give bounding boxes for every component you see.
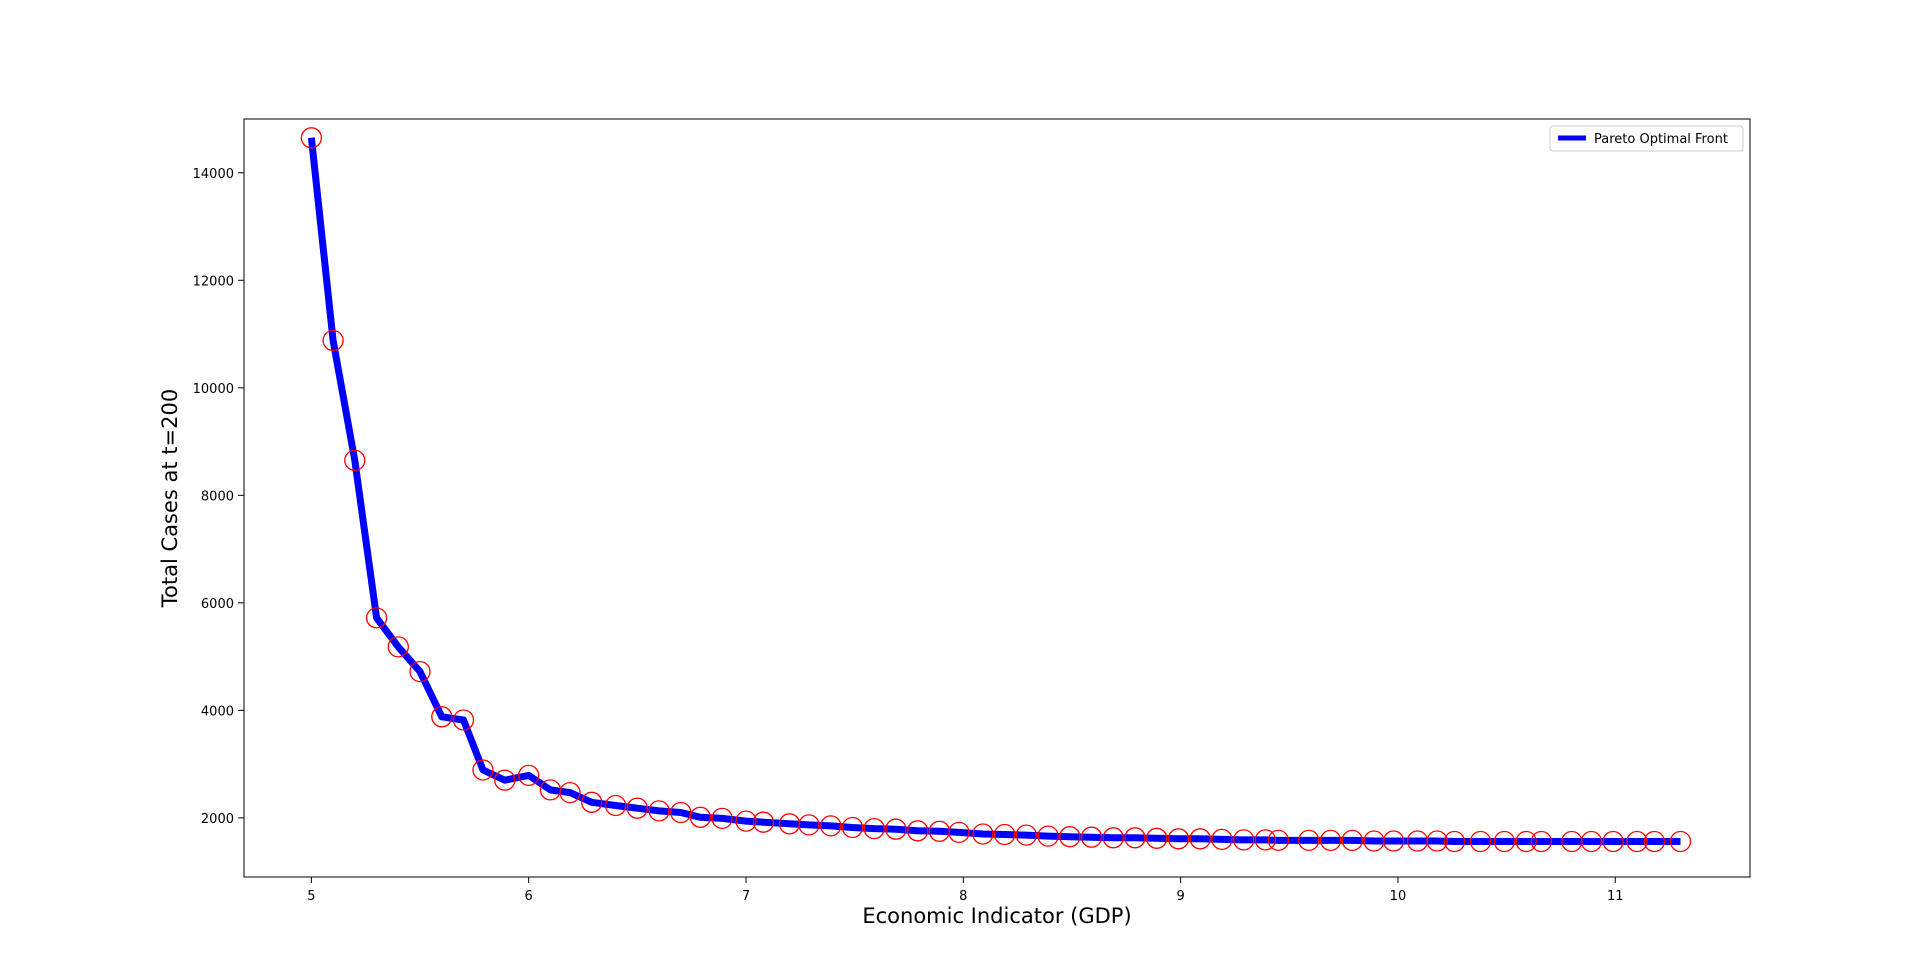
pareto-point-marker — [1233, 829, 1255, 851]
pareto-point-marker — [1102, 827, 1124, 849]
pareto-point-marker — [648, 800, 670, 822]
pareto-point-marker — [1254, 829, 1277, 851]
y-tick-label: 6000 — [201, 597, 234, 612]
pareto-point-marker — [1341, 829, 1363, 852]
y-tick-label: 2000 — [201, 812, 234, 827]
pareto-point-marker — [452, 709, 475, 731]
pareto-point-marker — [1382, 830, 1405, 852]
pareto-point-marker — [1124, 827, 1146, 849]
pareto-point-marker — [752, 811, 775, 833]
pareto-point-marker — [344, 449, 366, 472]
pareto-point-marker — [841, 816, 864, 839]
x-tick-label: 11 — [1607, 889, 1624, 904]
pareto-point-marker — [1426, 830, 1448, 852]
y-tick-label: 4000 — [201, 704, 234, 719]
y-tick-label: 12000 — [193, 274, 234, 289]
pareto-point-marker — [1669, 830, 1692, 853]
pareto-point-marker — [1493, 830, 1516, 853]
x-tick-label: 7 — [742, 889, 750, 904]
pareto-point-marker — [735, 810, 757, 832]
pareto-point-marker — [1643, 830, 1666, 853]
pareto-point-marker — [863, 817, 885, 840]
pareto-point-marker — [1059, 826, 1081, 848]
pareto-point-marker — [1469, 830, 1492, 853]
pareto-point-marker — [518, 764, 540, 787]
pareto-point-marker — [1580, 830, 1603, 853]
y-tick-label: 10000 — [193, 382, 234, 397]
pareto-point-marker — [626, 797, 648, 819]
y-axis-ticks: 2000 4000 6000 8000 10000 12000 14000 — [193, 167, 244, 827]
pareto-point-marker — [431, 706, 453, 728]
x-tick-label: 5 — [307, 889, 315, 904]
pareto-point-marker — [972, 823, 994, 845]
pareto-point-marker — [1267, 829, 1290, 852]
pareto-point-marker — [1319, 829, 1342, 852]
y-axis-label: Total Cases at t=200 — [158, 389, 182, 608]
x-axis-label: Economic Indicator (GDP) — [862, 904, 1131, 928]
x-tick-label: 6 — [525, 889, 533, 904]
pareto-point-marker — [798, 814, 820, 836]
pareto-point-marker — [1037, 825, 1059, 847]
pareto-point-marker — [1189, 828, 1211, 850]
pareto-point-marker — [1167, 828, 1190, 850]
pareto-point-marker — [993, 823, 1016, 846]
pareto-point-marker — [820, 815, 842, 837]
pareto-point-marker — [711, 807, 733, 830]
pareto-point-marker — [1298, 829, 1320, 852]
pareto-point-marker — [1211, 828, 1233, 851]
pareto-point-marker — [670, 801, 692, 824]
pareto-point-marker — [1146, 827, 1168, 849]
pareto-point-marker — [689, 806, 712, 828]
pareto-point-marker — [1515, 830, 1537, 853]
x-tick-label: 10 — [1390, 889, 1407, 904]
pareto-point-marker — [472, 759, 494, 781]
pareto-point-marker — [365, 607, 388, 629]
legend: Pareto Optimal Front — [1549, 125, 1744, 152]
x-tick-label: 9 — [1176, 889, 1184, 904]
pareto-point-marker — [409, 660, 431, 683]
x-tick-label: 8 — [959, 889, 967, 904]
pareto-point-marker — [1080, 826, 1103, 848]
pareto-point-marker — [494, 769, 516, 791]
axes-frame — [243, 118, 1751, 878]
pareto-point-marker — [1602, 830, 1624, 853]
plot-area — [300, 127, 1692, 853]
pareto-point-marker — [322, 329, 344, 352]
pareto-point-marker — [581, 791, 603, 813]
pareto-point-marker — [604, 794, 627, 817]
pareto-point-marker — [948, 821, 970, 844]
x-axis-ticks: 5 6 7 8 9 10 11 — [307, 877, 1624, 904]
pareto-point-marker — [907, 820, 929, 842]
y-tick-label: 8000 — [201, 489, 234, 504]
pareto-point-marker — [1015, 824, 1037, 846]
pareto-point-marker — [1626, 830, 1648, 853]
pareto-point-marker — [1443, 830, 1466, 853]
legend-box — [1549, 125, 1744, 152]
pareto-point-marker — [559, 781, 581, 804]
legend-label: Pareto Optimal Front — [1594, 132, 1728, 147]
pareto-point-marker — [1530, 830, 1553, 853]
pareto-point-marker — [387, 636, 409, 658]
pareto-point-marker — [300, 127, 323, 149]
y-tick-label: 14000 — [193, 167, 234, 182]
pareto-point-marker — [885, 818, 907, 840]
pareto-front-line — [307, 137, 1681, 845]
